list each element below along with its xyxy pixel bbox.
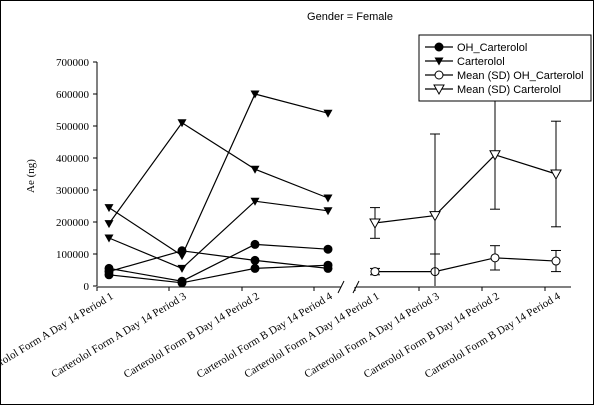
data-point xyxy=(250,239,260,249)
y-tick-label: 0 xyxy=(84,281,90,293)
mean-line xyxy=(375,257,557,273)
subject-line xyxy=(108,93,329,257)
data-point xyxy=(323,260,333,270)
chart-title: Gender = Female xyxy=(307,11,393,23)
legend-label: Mean (SD) OH_Carterolol xyxy=(457,70,584,82)
mean-line xyxy=(374,154,557,224)
x-tick-label: Carterolol Form B Day 14 Period 2 xyxy=(122,290,262,381)
data-point xyxy=(177,278,187,288)
data-point xyxy=(250,90,260,99)
legend-label: OH_Carterolol xyxy=(457,42,527,54)
data-point xyxy=(177,119,187,128)
y-tick-label: 600000 xyxy=(56,89,90,101)
data-point xyxy=(490,253,500,263)
y-axis-label: Ae (ng) xyxy=(25,159,37,193)
data-point xyxy=(551,256,561,266)
plot-area xyxy=(104,90,562,288)
series-oh-carterolol xyxy=(104,239,333,288)
subject-line xyxy=(108,264,329,284)
subject-line xyxy=(108,121,329,224)
subject-line xyxy=(108,200,329,270)
subject-line xyxy=(108,250,329,273)
data-point xyxy=(250,263,260,273)
axis-break-mark xyxy=(337,280,345,294)
data-point xyxy=(177,252,187,261)
data-point xyxy=(177,264,187,273)
legend-box xyxy=(418,34,592,102)
data-point xyxy=(489,150,501,161)
y-axis: 0 100000 200000 300000 400000 500000 600000 700… xyxy=(56,57,98,293)
y-tick-label: 300000 xyxy=(56,185,90,197)
data-point xyxy=(434,42,444,52)
data-point xyxy=(550,169,562,181)
data-point xyxy=(250,197,260,206)
data-point xyxy=(104,270,114,280)
series-carterolol xyxy=(104,90,333,273)
y-tick-label: 700000 xyxy=(56,57,90,69)
x-tick-label: Carterolol Form A Day 14 Period 3 xyxy=(49,290,189,380)
data-point xyxy=(323,207,333,216)
data-point xyxy=(250,255,260,265)
legend-label: Carterolol xyxy=(457,56,505,68)
data-point xyxy=(250,165,260,174)
y-tick-label: 200000 xyxy=(56,217,90,229)
data-point xyxy=(434,57,444,66)
data-point xyxy=(323,244,333,254)
x-axis: Carterolol Form A Day 14 Period 1Cartero… xyxy=(1,280,571,381)
data-point xyxy=(369,218,381,229)
legend-label: Mean (SD) Carterolol xyxy=(457,84,561,96)
data-point xyxy=(323,194,333,203)
subject-line xyxy=(108,243,329,282)
y-tick-label: 100000 xyxy=(56,249,90,261)
y-tick-label: 500000 xyxy=(56,121,90,133)
axis-break-mark xyxy=(352,280,360,294)
data-point xyxy=(104,234,114,243)
data-point xyxy=(433,84,445,96)
data-point xyxy=(434,70,444,80)
series-mean-sd-carterolol xyxy=(369,99,562,286)
series-mean-sd-oh-carterolol xyxy=(370,245,561,286)
legend: OH_Carterolol Carterolol Mean (SD) OH_Cart… xyxy=(418,34,592,102)
data-point xyxy=(429,211,441,222)
data-point xyxy=(104,220,114,229)
y-tick-label: 400000 xyxy=(56,153,90,165)
data-point xyxy=(370,267,380,277)
data-point xyxy=(323,109,333,118)
data-point xyxy=(104,204,114,213)
